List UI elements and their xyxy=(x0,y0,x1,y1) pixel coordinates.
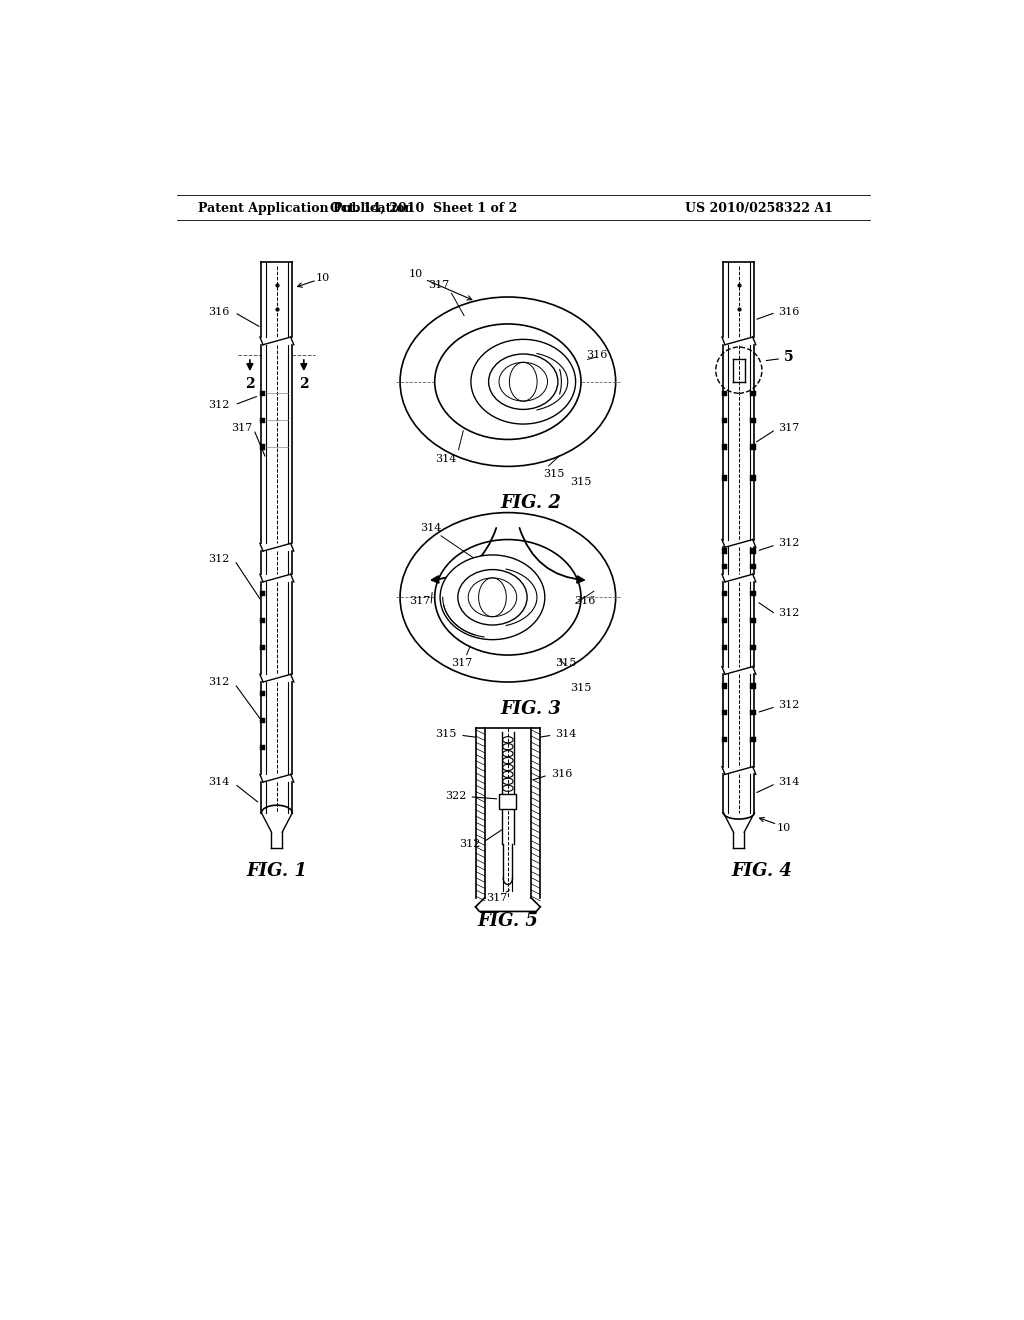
Text: Oct. 14, 2010  Sheet 1 of 2: Oct. 14, 2010 Sheet 1 of 2 xyxy=(330,202,517,215)
Bar xyxy=(260,445,265,450)
Text: 314: 314 xyxy=(778,777,800,787)
Text: FIG. 5: FIG. 5 xyxy=(477,912,539,929)
Text: 10: 10 xyxy=(409,269,423,279)
Bar xyxy=(751,644,756,649)
Bar xyxy=(260,618,265,623)
Ellipse shape xyxy=(471,339,575,424)
Bar xyxy=(751,591,756,597)
Text: 315: 315 xyxy=(570,684,592,693)
Bar xyxy=(722,391,727,396)
Text: FIG. 2: FIG. 2 xyxy=(501,495,561,512)
Text: FIG. 1: FIG. 1 xyxy=(247,862,307,879)
Text: 314: 314 xyxy=(435,454,457,463)
Bar xyxy=(751,417,756,422)
Bar xyxy=(260,417,265,422)
Text: US 2010/0258322 A1: US 2010/0258322 A1 xyxy=(685,202,833,215)
Text: 315: 315 xyxy=(555,657,577,668)
Ellipse shape xyxy=(458,570,527,626)
Bar xyxy=(751,618,756,623)
Bar xyxy=(722,548,727,554)
Bar xyxy=(260,391,265,396)
Bar xyxy=(722,417,727,422)
Text: Patent Application Publication: Patent Application Publication xyxy=(199,202,414,215)
Bar xyxy=(751,391,756,396)
Ellipse shape xyxy=(435,540,581,655)
Ellipse shape xyxy=(400,512,615,682)
Text: 316: 316 xyxy=(551,770,572,779)
Bar xyxy=(722,710,727,715)
Text: 312: 312 xyxy=(209,554,229,564)
Text: 312: 312 xyxy=(778,539,800,548)
Bar xyxy=(500,793,516,809)
Text: 312: 312 xyxy=(778,607,800,618)
Bar xyxy=(751,564,756,569)
Text: 314: 314 xyxy=(420,523,441,533)
Bar xyxy=(260,644,265,649)
Bar xyxy=(722,591,727,597)
Text: 10: 10 xyxy=(776,824,791,833)
Text: 10: 10 xyxy=(316,273,330,282)
Bar xyxy=(751,737,756,742)
Text: 317: 317 xyxy=(451,657,472,668)
Bar xyxy=(722,644,727,649)
Bar xyxy=(722,618,727,623)
Ellipse shape xyxy=(488,354,558,409)
Text: FIG. 3: FIG. 3 xyxy=(501,700,561,718)
Ellipse shape xyxy=(435,323,581,440)
Bar xyxy=(722,564,727,569)
Bar xyxy=(260,690,265,696)
Bar xyxy=(260,744,265,750)
Text: 315: 315 xyxy=(435,730,457,739)
Text: 317: 317 xyxy=(778,422,800,433)
Text: 312: 312 xyxy=(778,700,800,710)
Text: 317: 317 xyxy=(409,597,430,606)
Text: 315: 315 xyxy=(544,469,565,479)
Bar xyxy=(751,548,756,554)
Bar xyxy=(751,475,756,480)
Text: 314: 314 xyxy=(555,730,577,739)
Text: 2: 2 xyxy=(245,378,255,391)
Text: 312: 312 xyxy=(209,677,229,686)
Text: 316: 316 xyxy=(209,308,229,317)
Text: 316: 316 xyxy=(778,308,800,317)
Bar xyxy=(260,591,265,597)
Text: 316: 316 xyxy=(586,350,607,360)
Bar xyxy=(751,445,756,450)
Bar xyxy=(722,475,727,480)
Bar xyxy=(260,718,265,723)
Text: 317: 317 xyxy=(231,422,253,433)
Ellipse shape xyxy=(440,554,545,640)
Bar xyxy=(751,710,756,715)
Text: 314: 314 xyxy=(209,777,229,787)
Text: 317: 317 xyxy=(428,280,450,290)
Text: 5: 5 xyxy=(784,350,794,364)
Bar xyxy=(722,684,727,689)
Text: 316: 316 xyxy=(574,597,596,606)
Text: 2: 2 xyxy=(299,378,308,391)
Bar xyxy=(722,445,727,450)
Bar xyxy=(722,737,727,742)
Text: 312: 312 xyxy=(209,400,229,409)
Text: FIG. 4: FIG. 4 xyxy=(731,862,793,879)
Ellipse shape xyxy=(400,297,615,466)
Text: 317: 317 xyxy=(485,892,507,903)
Text: 322: 322 xyxy=(444,791,466,801)
Bar xyxy=(751,684,756,689)
Text: 312: 312 xyxy=(459,838,480,849)
Text: 315: 315 xyxy=(570,477,592,487)
